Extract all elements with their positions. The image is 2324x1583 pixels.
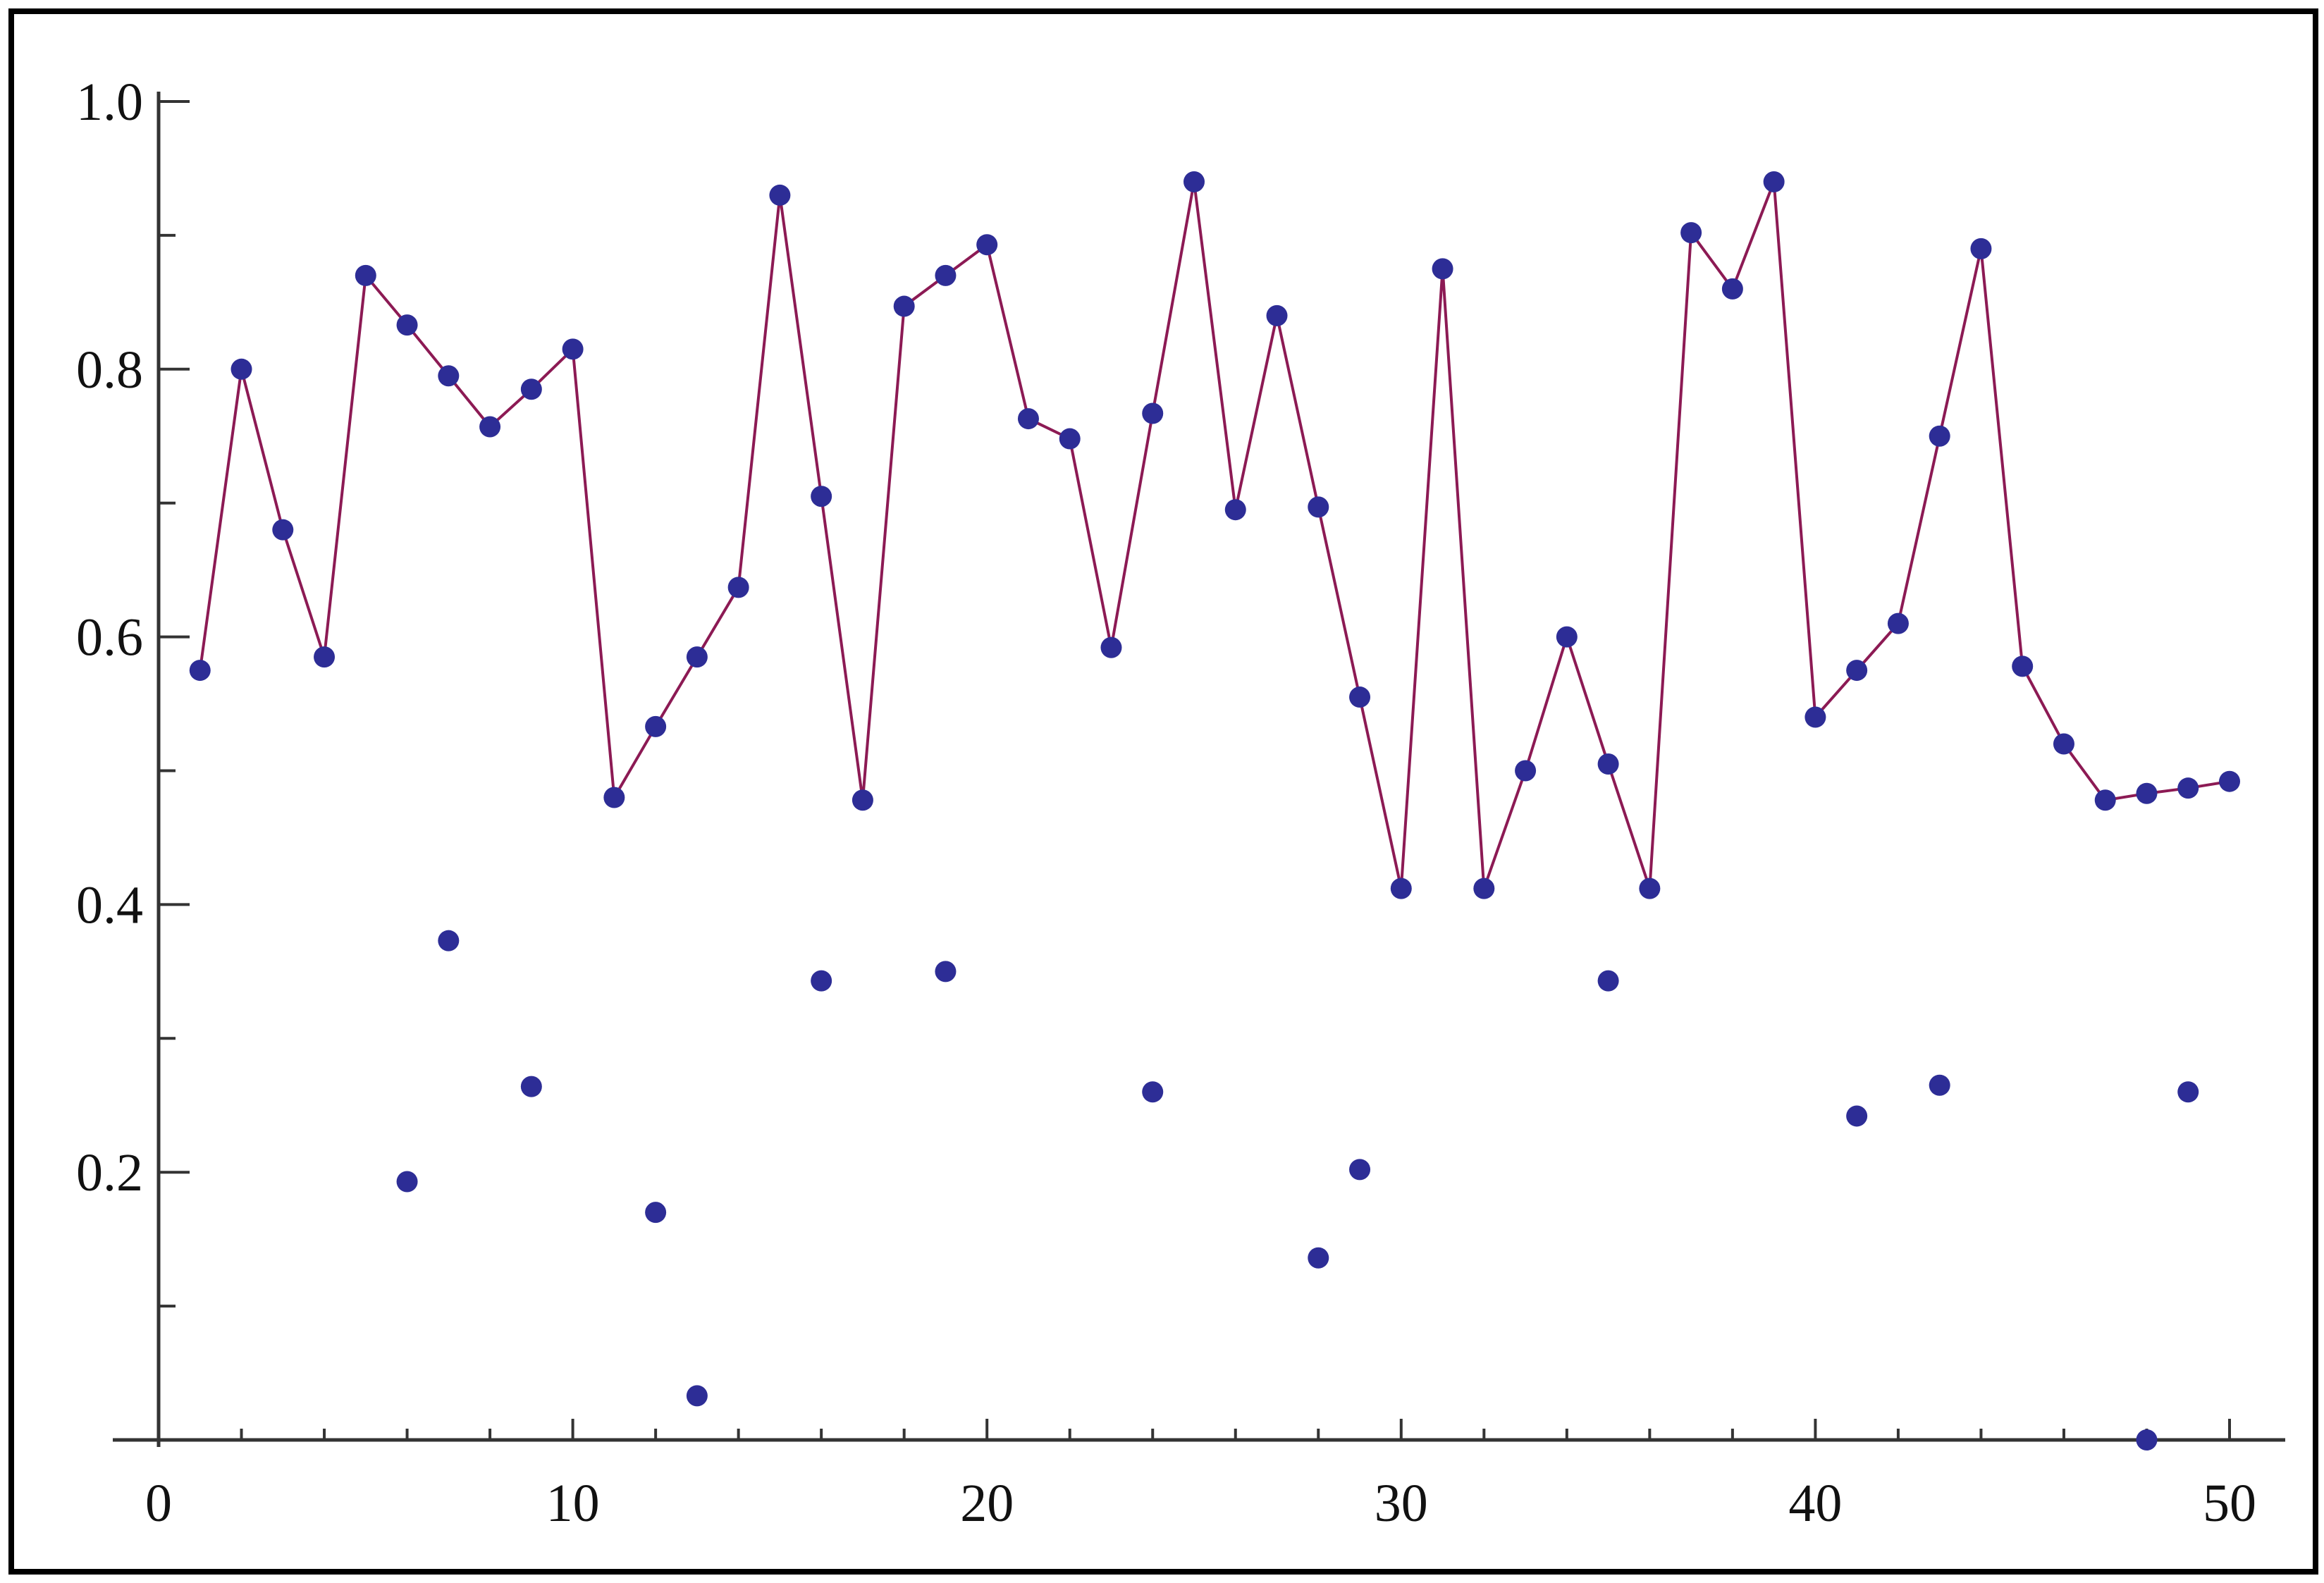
line-data-point <box>1017 408 1039 430</box>
line-data-point <box>851 789 873 811</box>
line-data-point <box>2219 770 2240 792</box>
line-data-point <box>1763 171 1785 192</box>
line-data-point <box>2012 655 2034 677</box>
scatter-data-point <box>1349 1159 1371 1181</box>
line-data-point <box>1929 425 1950 447</box>
line-data-point <box>727 577 749 598</box>
y-tick-label: 0.2 <box>76 1143 143 1202</box>
series-line-path <box>198 181 2230 889</box>
line-data-point <box>1349 686 1371 708</box>
x-tick-label: 20 <box>960 1474 1014 1533</box>
scatter-data-point <box>1597 970 1619 992</box>
line-data-point <box>1639 877 1661 899</box>
x-tick-label: 50 <box>2203 1474 2256 1533</box>
line-data-point <box>1556 626 1578 648</box>
line-data-point <box>976 234 998 256</box>
line-data-point <box>2177 777 2199 799</box>
scatter-data-point <box>2136 1429 2158 1450</box>
line-data-point <box>686 646 708 668</box>
line-data-point <box>1224 499 1246 521</box>
y-tick-label: 1.0 <box>76 73 143 132</box>
scatter-data-point <box>1929 1074 1950 1096</box>
line-data-point <box>1887 612 1909 634</box>
line-data-point <box>603 787 625 808</box>
line-data-point <box>520 378 542 400</box>
line-data-point <box>1805 706 1826 728</box>
scatter-data-point <box>1308 1247 1329 1269</box>
axes <box>113 92 2285 1447</box>
line-data-point <box>438 365 460 387</box>
x-tick-label: 0 <box>145 1474 172 1533</box>
line-data-point <box>1846 660 1868 682</box>
x-tick-label: 40 <box>1788 1474 1842 1533</box>
y-tick-label: 0.4 <box>76 875 143 935</box>
scatter-data-point <box>811 970 832 992</box>
line-data-point <box>811 486 832 507</box>
line-data-point <box>479 416 501 438</box>
line-data-point <box>1970 238 1992 259</box>
scatter-data-point <box>686 1385 708 1407</box>
scatter-data-point <box>520 1076 542 1097</box>
line-data-point <box>769 184 791 206</box>
scatter-data-point <box>2177 1081 2199 1103</box>
x-tick-label: 30 <box>1375 1474 1428 1533</box>
line-data-point <box>1390 877 1412 899</box>
line-data-point <box>1100 636 1122 658</box>
line-data-point <box>935 264 957 286</box>
line-data-point <box>562 338 584 360</box>
line-data-point <box>1515 760 1537 782</box>
line-data-point <box>1059 428 1081 450</box>
line-data-point <box>2136 782 2158 804</box>
chart-frame: 0.2 0.4 0.6 0.8 1.0 0 10 20 30 40 50 <box>8 8 2318 1575</box>
scatter-data-point <box>645 1202 667 1224</box>
line-data-point <box>314 646 336 668</box>
y-tick-label: 0.8 <box>76 340 143 400</box>
tick-labels-layer: 0.2 0.4 0.6 0.8 1.0 0 10 20 30 40 50 <box>76 73 2256 1533</box>
line-data-point <box>1266 304 1288 326</box>
scatter-data-point <box>396 1171 418 1193</box>
line-data-point <box>1597 753 1619 775</box>
line-data-point <box>1432 258 1453 280</box>
line-data-point <box>355 264 376 286</box>
line-data-point <box>396 314 418 336</box>
scatter-data-point <box>935 961 957 983</box>
line-data-point <box>893 295 915 317</box>
line-data-point <box>1473 877 1495 899</box>
y-tick-label: 0.6 <box>76 608 143 667</box>
line-data-point <box>272 519 294 541</box>
scatter-data-point <box>438 930 460 951</box>
scatter-data-point <box>1846 1105 1868 1127</box>
line-data-point <box>1721 278 1743 300</box>
line-data-point <box>1142 402 1164 424</box>
line-data-point <box>1308 496 1329 518</box>
line-data-point <box>645 715 667 737</box>
line-data-point <box>230 358 252 380</box>
line-data-point <box>1680 222 1702 244</box>
x-tick-label: 10 <box>546 1474 600 1533</box>
line-data-point <box>1183 171 1205 192</box>
line-data-point <box>2094 789 2116 811</box>
line-data-point <box>2053 733 2074 755</box>
series-line-layer <box>198 181 2230 889</box>
scatter-data-point <box>1142 1081 1164 1103</box>
data-points-layer <box>189 171 2240 1450</box>
line-data-point <box>189 660 211 682</box>
line-chart: 0.2 0.4 0.6 0.8 1.0 0 10 20 30 40 50 <box>76 73 2285 1533</box>
